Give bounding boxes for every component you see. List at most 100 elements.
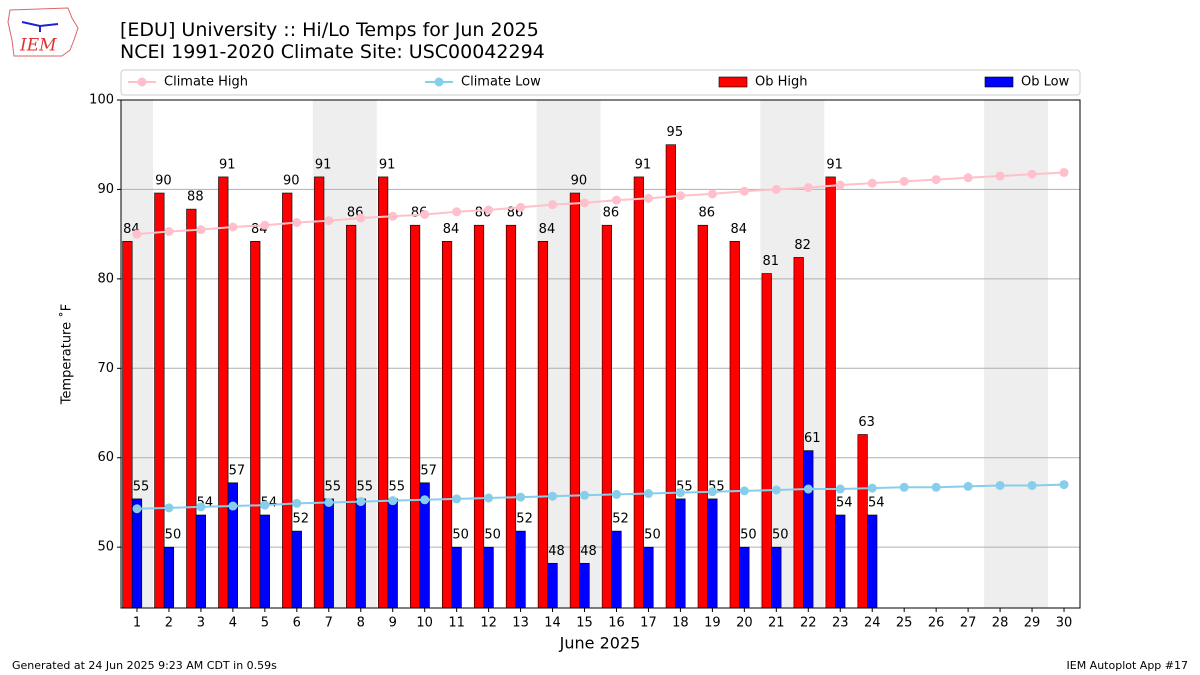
footer-right: IEM Autoplot App #17 [1067, 659, 1189, 672]
y-tick-label: 70 [97, 361, 114, 376]
bar [579, 562, 590, 609]
bar [537, 241, 549, 609]
line-marker [1027, 480, 1037, 490]
data-label: 61 [804, 431, 821, 446]
legend-marker [137, 77, 147, 87]
y-tick-label: 90 [97, 182, 114, 197]
bar [409, 224, 421, 609]
data-label: 50 [772, 528, 789, 543]
y-tick-label: 50 [97, 540, 114, 555]
bar [355, 498, 366, 609]
bar [473, 224, 485, 609]
y-tick-label: 100 [89, 93, 114, 108]
data-label: 90 [155, 174, 172, 189]
data-label: 91 [219, 157, 236, 172]
legend-marker [434, 77, 444, 87]
bar [569, 192, 581, 609]
bar [346, 224, 357, 609]
bar [378, 176, 389, 609]
legend-swatch [718, 76, 748, 88]
x-tick-label: 13 [512, 616, 529, 631]
legend-label: Ob Low [1021, 75, 1070, 90]
bar [867, 514, 878, 609]
bar [771, 546, 782, 609]
line-marker [548, 491, 558, 501]
bar [611, 530, 622, 609]
data-label: 54 [868, 495, 885, 510]
x-tick-label: 29 [1024, 616, 1041, 631]
line-marker [548, 200, 558, 210]
line-marker [707, 189, 717, 199]
line-marker [931, 175, 941, 185]
line-marker [420, 209, 430, 219]
line-marker [931, 482, 941, 492]
line-marker [611, 489, 621, 499]
line-marker [803, 183, 813, 193]
data-label: 55 [325, 479, 342, 494]
bar [131, 498, 143, 609]
x-tick-label: 11 [448, 616, 465, 631]
data-label: 90 [571, 174, 588, 189]
legend-entry: Ob High [718, 75, 808, 90]
y-axis-label: Temperature ˚F [59, 304, 75, 405]
line-marker [580, 490, 590, 500]
bar [729, 241, 740, 609]
bar [515, 530, 526, 609]
line-marker [420, 495, 430, 505]
chart-subtitle: NCEI 1991-2020 Climate Site: USC00042294 [120, 41, 545, 63]
legend-label: Climate High [164, 75, 248, 90]
data-label: 91 [826, 157, 843, 172]
bar [697, 224, 708, 609]
x-tick-label: 22 [800, 616, 817, 631]
x-tick-label: 17 [640, 616, 657, 631]
plot-frame [120, 99, 1081, 609]
data-label: 81 [762, 254, 779, 269]
data-label: 55 [388, 479, 405, 494]
line-marker [292, 218, 302, 228]
data-label: 84 [443, 222, 460, 237]
line-marker [164, 503, 174, 513]
bar [387, 498, 398, 609]
line-marker [196, 502, 206, 512]
line-marker [867, 483, 877, 493]
line-marker [675, 488, 685, 498]
data-label: 57 [229, 463, 246, 478]
line-marker [803, 484, 813, 494]
bar [122, 241, 133, 609]
data-label: 88 [187, 190, 204, 205]
footer-left: Generated at 24 Jun 2025 9:23 AM CDT in … [12, 659, 277, 672]
line-marker [963, 481, 973, 491]
logo: IEM [7, 7, 79, 57]
data-label: 50 [484, 528, 501, 543]
line-marker [132, 229, 142, 239]
bar [633, 176, 644, 609]
x-tick-label: 12 [480, 616, 497, 631]
x-tick-label: 30 [1056, 616, 1073, 631]
x-tick-label: 14 [544, 616, 561, 631]
bar [250, 241, 261, 609]
x-tick-label: 19 [704, 616, 721, 631]
line-marker [611, 195, 621, 205]
x-tick-label: 8 [357, 616, 365, 631]
legend-entry: Ob Low [984, 75, 1070, 90]
x-tick-label: 5 [261, 616, 269, 631]
line-marker [228, 501, 238, 511]
line-marker [739, 186, 749, 196]
y-tick-label: 80 [97, 271, 114, 286]
x-tick-label: 10 [416, 616, 433, 631]
data-label: 91 [315, 157, 332, 172]
weekend-shade [984, 100, 1049, 608]
x-tick-label: 23 [832, 616, 849, 631]
line-marker [356, 497, 366, 507]
logo-outline [7, 7, 79, 57]
data-label: 50 [740, 528, 757, 543]
data-label: 50 [452, 528, 469, 543]
bar [441, 241, 453, 609]
line-marker [1059, 167, 1069, 177]
legend-entry: Climate Low [425, 75, 541, 90]
bar [665, 144, 676, 609]
legend-swatch [984, 76, 1014, 88]
line-marker [867, 178, 877, 188]
bar [643, 546, 654, 609]
